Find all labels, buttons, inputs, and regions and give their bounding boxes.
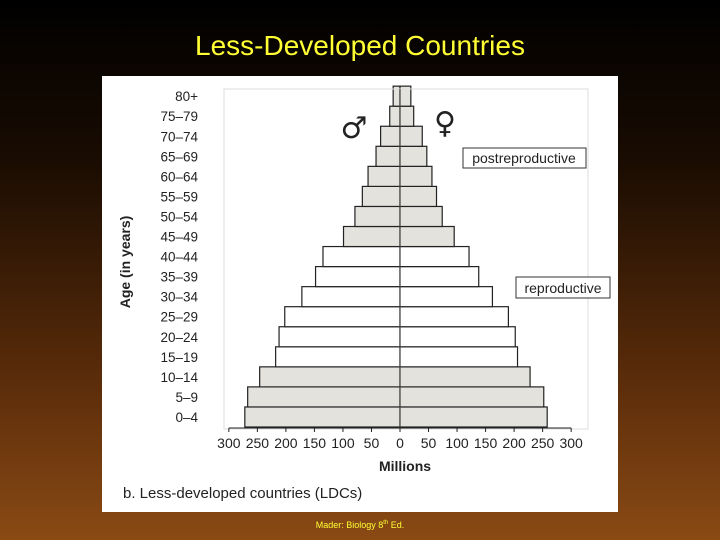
age-tick-label: 0–4 xyxy=(175,410,198,425)
male-bar-65–69 xyxy=(375,145,401,167)
x-tick-label: 200 xyxy=(502,435,526,451)
female-bar-45–49 xyxy=(399,225,455,248)
x-tick-label: 100 xyxy=(331,435,355,451)
male-bar-0–4 xyxy=(244,406,401,428)
male-bar-50–54 xyxy=(354,205,401,228)
x-axis-label: Millions xyxy=(379,458,431,474)
male-bar-10–14 xyxy=(259,366,401,388)
population-pyramid-figure: 0–4 5–9 10–14 15–19 20–24 25–29 30–34 35–39 40–4… xyxy=(102,76,618,512)
female-bar-15–19 xyxy=(399,346,519,368)
age-tick-label: 65–69 xyxy=(160,149,198,164)
postreproductive-annotation: postreproductive xyxy=(462,147,587,169)
age-tick-label: 10–14 xyxy=(160,370,198,385)
male-bar-45–49 xyxy=(342,225,401,248)
female-bar-5–9 xyxy=(399,386,545,408)
female-bar-70–74 xyxy=(399,125,423,147)
age-tick-label: 60–64 xyxy=(160,169,198,184)
male-bar-15–19 xyxy=(275,346,401,368)
male-bar-35–39 xyxy=(314,266,401,288)
age-tick-label: 55–59 xyxy=(160,189,198,204)
female-bar-75–79 xyxy=(399,105,415,127)
female-bar-20–24 xyxy=(399,326,516,348)
x-tick-label: 300 xyxy=(559,435,583,451)
x-tick-label: 300 xyxy=(217,435,241,451)
age-tick-label: 25–29 xyxy=(160,310,198,325)
female-symbol-icon: ♀ xyxy=(434,106,456,141)
bars-layer xyxy=(244,85,548,428)
plot-area-frame xyxy=(223,88,589,430)
female-bar-25–29 xyxy=(399,306,509,328)
x-tick-label: 200 xyxy=(274,435,298,451)
age-tick-label: 45–49 xyxy=(160,230,198,245)
x-tick-label: 250 xyxy=(531,435,555,451)
x-tick-label: 0 xyxy=(396,435,404,451)
postreproductive-label: postreproductive xyxy=(472,150,576,166)
credit-superscript: th xyxy=(383,520,389,526)
age-tick-label: 80+ xyxy=(175,89,198,104)
male-bar-25–29 xyxy=(284,306,401,328)
female-bar-0–4 xyxy=(399,406,548,428)
age-tick-label: 35–39 xyxy=(160,270,198,285)
figure-caption: b. Less-developed countries (LDCs) xyxy=(123,485,363,502)
male-bar-30–34 xyxy=(301,286,401,308)
credit-suffix: Ed. xyxy=(388,520,405,530)
x-tick-label: 150 xyxy=(474,435,498,451)
x-tick-label: 100 xyxy=(445,435,469,451)
male-bar-5–9 xyxy=(247,386,401,408)
male-bar-20–24 xyxy=(278,326,401,348)
labels-layer: 0–4 5–9 10–14 15–19 20–24 25–29 30–34 35–39 40–4… xyxy=(160,89,583,451)
male-bar-75–79 xyxy=(389,105,401,127)
age-tick-label: 15–19 xyxy=(160,350,198,365)
slide-title: Less-Developed Countries xyxy=(195,30,525,61)
female-bar-30–34 xyxy=(399,286,494,308)
age-tick-label: 5–9 xyxy=(175,390,198,405)
reproductive-label: reproductive xyxy=(524,280,601,296)
x-tick-label: 50 xyxy=(364,435,380,451)
x-tick-label: 150 xyxy=(303,435,327,451)
female-bar-65–69 xyxy=(399,145,428,167)
female-bar-50–54 xyxy=(399,205,443,228)
slide-credit: Mader: Biology 8th Ed. xyxy=(0,520,720,530)
age-tick-label: 30–34 xyxy=(160,290,198,305)
male-bar-70–74 xyxy=(380,125,401,147)
female-bar-60–64 xyxy=(399,165,433,187)
female-bar-55–59 xyxy=(399,185,438,208)
credit-prefix: Mader: Biology 8 xyxy=(315,520,384,530)
age-tick-label: 75–79 xyxy=(160,109,198,124)
age-tick-label: 40–44 xyxy=(160,250,198,265)
male-symbol-icon: ♂ xyxy=(341,111,368,146)
axis-layer xyxy=(223,88,589,432)
x-tick-label: 250 xyxy=(246,435,270,451)
age-tick-label: 70–74 xyxy=(160,129,198,144)
female-bar-10–14 xyxy=(399,366,531,388)
population-pyramid-chart: 0–4 5–9 10–14 15–19 20–24 25–29 30–34 35–39 40–4… xyxy=(117,85,611,474)
reproductive-annotation: reproductive xyxy=(515,276,611,299)
age-tick-label: 20–24 xyxy=(160,330,198,345)
x-tick-label: 50 xyxy=(421,435,437,451)
male-bar-40–44 xyxy=(322,245,401,268)
male-bar-55–59 xyxy=(361,185,401,208)
female-bar-35–39 xyxy=(399,266,480,288)
y-axis-label: Age (in years) xyxy=(117,216,133,309)
age-tick-label: 50–54 xyxy=(160,209,198,224)
male-bar-60–64 xyxy=(367,165,401,187)
female-bar-40–44 xyxy=(399,245,470,268)
